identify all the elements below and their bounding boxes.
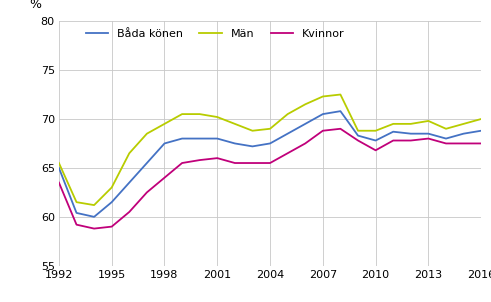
Män [337,93,343,96]
Båda könen [320,112,326,116]
Män [162,122,167,126]
Båda könen [285,132,291,136]
Båda könen [267,142,273,145]
Kvinnor [478,142,484,145]
Kvinnor [162,176,167,179]
Legend: Båda könen, Män, Kvinnor: Båda könen, Män, Kvinnor [85,29,345,39]
Båda könen [109,200,114,204]
Båda könen [214,137,220,140]
Kvinnor [461,142,466,145]
Båda könen [337,109,343,113]
Båda könen [197,137,203,140]
Båda könen [373,139,379,142]
Män [249,129,255,133]
Kvinnor [285,151,291,155]
Män [408,122,414,126]
Kvinnor [74,223,80,226]
Kvinnor [249,161,255,165]
Båda könen [162,142,167,145]
Män [320,95,326,98]
Män [390,122,396,126]
Kvinnor [267,161,273,165]
Båda könen [390,130,396,133]
Båda könen [179,137,185,140]
Kvinnor [320,129,326,133]
Båda könen [302,122,308,126]
Line: Kvinnor: Kvinnor [59,129,481,229]
Båda könen [443,137,449,140]
Män [302,102,308,106]
Båda könen [408,132,414,136]
Män [478,117,484,121]
Line: Båda könen: Båda könen [59,111,481,217]
Text: %: % [29,0,41,11]
Män [197,112,203,116]
Båda könen [355,134,361,137]
Kvinnor [443,142,449,145]
Kvinnor [337,127,343,130]
Kvinnor [408,139,414,142]
Kvinnor [425,137,431,140]
Kvinnor [355,139,361,142]
Män [179,112,185,116]
Kvinnor [91,227,97,230]
Män [91,203,97,207]
Kvinnor [390,139,396,142]
Båda könen [478,129,484,133]
Män [355,129,361,133]
Båda könen [461,132,466,136]
Kvinnor [144,191,150,194]
Män [214,115,220,119]
Båda könen [232,142,238,145]
Kvinnor [232,161,238,165]
Män [443,127,449,130]
Män [126,151,132,155]
Båda könen [91,215,97,219]
Kvinnor [197,158,203,162]
Kvinnor [179,161,185,165]
Kvinnor [302,142,308,145]
Män [285,112,291,116]
Män [109,186,114,189]
Män [74,200,80,204]
Line: Män: Män [59,95,481,205]
Män [267,127,273,130]
Män [232,122,238,126]
Båda könen [74,211,80,215]
Män [144,132,150,136]
Båda könen [126,181,132,185]
Kvinnor [126,210,132,214]
Män [461,122,466,126]
Båda könen [144,161,150,165]
Kvinnor [214,156,220,160]
Båda könen [56,166,62,170]
Kvinnor [109,225,114,228]
Båda könen [249,145,255,148]
Kvinnor [373,149,379,152]
Kvinnor [56,181,62,185]
Män [56,161,62,165]
Män [425,119,431,123]
Båda könen [425,132,431,136]
Män [373,129,379,133]
